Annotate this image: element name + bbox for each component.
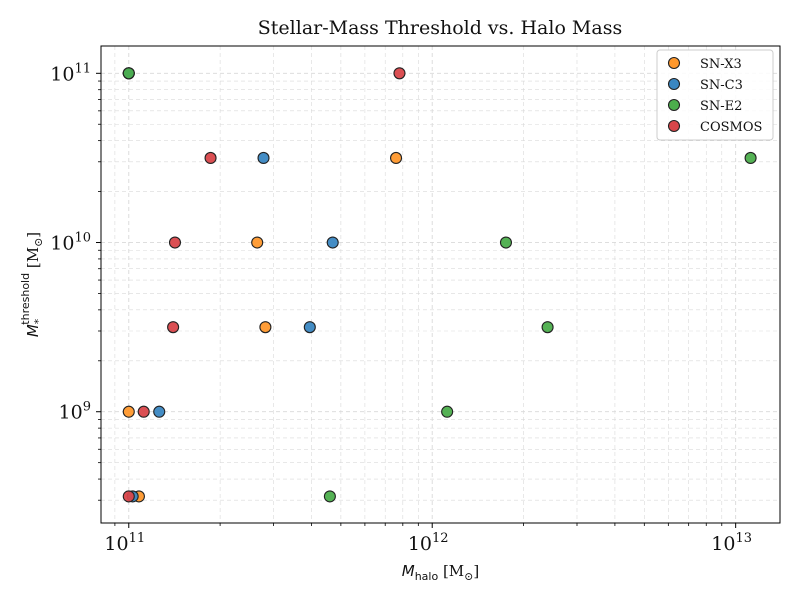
data-point-cosmos <box>137 405 150 418</box>
y-tick-label: 1011 <box>50 61 91 85</box>
data-point-cosmos <box>168 236 182 249</box>
chart-title: Stellar-Mass Threshold vs. Halo Mass <box>258 17 622 39</box>
legend-label-sn-x3: SN-X3 <box>700 57 742 72</box>
x-tick-label: 1013 <box>711 531 752 555</box>
series-cosmos <box>122 67 406 503</box>
y-tick-label: 1010 <box>50 231 91 255</box>
data-point-sn-e2 <box>541 321 554 334</box>
legend-marker-sn-e2 <box>667 98 681 112</box>
data-point-sn-c3 <box>153 405 166 418</box>
data-point-cosmos <box>167 321 180 334</box>
data-point-sn-c3 <box>303 321 316 334</box>
legend-marker-sn-x3 <box>667 56 681 70</box>
data-point-cosmos <box>122 490 135 503</box>
legend-label-sn-e2: SN-E2 <box>700 99 742 114</box>
legend-marker-sn-c3 <box>667 77 681 91</box>
y-tick-label: 109 <box>59 400 91 424</box>
data-point-sn-e2 <box>323 490 336 503</box>
legend-marker-cosmos <box>667 119 681 133</box>
data-point-cosmos <box>393 67 406 80</box>
data-point-sn-x3 <box>251 236 264 249</box>
data-point-sn-e2 <box>744 151 757 165</box>
data-point-sn-e2 <box>499 236 513 249</box>
data-points <box>122 67 757 503</box>
x-axis-label: Mhalo [M⊙] <box>402 562 480 583</box>
legend: SN-X3 SN-C3 SN-E2 COSMOS <box>656 49 774 141</box>
data-point-sn-e2 <box>122 67 135 80</box>
x-tick-label: 1012 <box>408 531 449 555</box>
data-point-sn-c3 <box>257 151 270 165</box>
data-point-sn-x3 <box>259 321 272 334</box>
data-point-sn-c3 <box>326 236 339 249</box>
legend-box <box>656 49 774 141</box>
x-tick-label: 1011 <box>104 531 145 555</box>
series-sn-e2 <box>122 67 757 503</box>
plot-frame <box>100 45 781 524</box>
legend-label-sn-c3: SN-C3 <box>700 78 743 93</box>
axis-labels: 1011 1012 1013 109 1010 1011 Mhalo [M⊙] M*thres… <box>19 61 752 583</box>
data-point-sn-x3 <box>389 151 403 165</box>
y-axis-label-text: M*threshold [M⊙] <box>19 232 45 337</box>
data-point-sn-e2 <box>441 405 454 418</box>
legend-label-cosmos: COSMOS <box>700 120 762 135</box>
data-point-sn-x3 <box>122 405 135 418</box>
data-point-cosmos <box>204 151 217 165</box>
y-axis-label: M*threshold [M⊙] <box>19 232 45 337</box>
